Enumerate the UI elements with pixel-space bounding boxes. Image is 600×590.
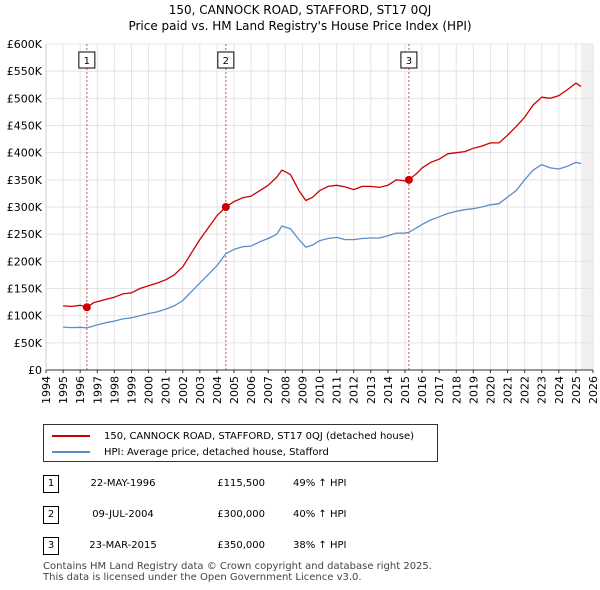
x-tick-label: 2011	[331, 376, 344, 404]
x-tick-label: 2025	[570, 376, 583, 404]
sale-date: 23-MAR-2015	[89, 540, 157, 551]
y-tick-label: £300K	[7, 201, 43, 214]
x-tick-label: 2017	[433, 376, 446, 404]
legend-line-hpi	[52, 451, 90, 453]
y-tick-label: £200K	[7, 255, 43, 268]
x-tick-label: 2000	[143, 376, 156, 404]
x-tick-label: 2003	[194, 376, 207, 404]
x-tick-label: 2018	[450, 376, 463, 404]
x-tick-label: 2007	[262, 376, 275, 404]
legend-line-property	[52, 435, 90, 437]
x-tick-label: 2012	[348, 376, 361, 404]
sale-number: 1	[43, 475, 59, 493]
chart-title-line1: 150, CANNOCK ROAD, STAFFORD, ST17 0QJ	[168, 3, 432, 17]
x-tick-label: 2023	[536, 376, 549, 404]
sale-hpi-change: 40% ↑ HPI	[293, 509, 347, 520]
x-tick-label: 2006	[245, 376, 258, 404]
sale-hpi-change: 38% ↑ HPI	[293, 540, 347, 551]
x-tick-label: 2014	[382, 376, 395, 404]
sale-row: 2 09-JUL-2004 £300,000 40% ↑ HPI	[43, 506, 403, 526]
y-tick-label: £350K	[7, 174, 43, 187]
x-tick-label: 2002	[177, 376, 190, 404]
x-tick-label: 2024	[553, 376, 566, 404]
series-line-property	[63, 82, 582, 308]
sale-date: 22-MAY-1996	[90, 478, 156, 489]
x-tick-label: 2016	[416, 376, 429, 404]
sale-hpi-change: 49% ↑ HPI	[293, 478, 347, 489]
x-tick-label: 1999	[125, 376, 138, 404]
sale-point	[82, 303, 91, 312]
series-line-hpi	[63, 161, 582, 329]
legend-item-hpi: HPI: Average price, detached house, Staf…	[52, 445, 329, 459]
x-tick-label: 1996	[74, 376, 87, 404]
x-tick-label: 2015	[399, 376, 412, 404]
y-tick-label: £150K	[7, 283, 43, 296]
x-tick-label: 2008	[279, 376, 292, 404]
sale-point	[404, 175, 413, 184]
x-tick-label: 1995	[57, 376, 70, 404]
sale-label-text: 1	[84, 56, 90, 67]
x-tick-label: 2013	[365, 376, 378, 404]
price-chart: 1 2 3 £0 £50K £100K £150K £200K £250K £300K £350K £…	[7, 38, 600, 404]
x-tick-label: 2005	[228, 376, 241, 404]
x-tick-label: 2001	[160, 376, 173, 404]
x-tick-label: 2010	[314, 376, 327, 404]
legend-label-hpi: HPI: Average price, detached house, Staf…	[104, 446, 329, 458]
y-tick-label: £50K	[14, 337, 43, 350]
sale-number: 2	[43, 506, 59, 524]
x-tick-label: 1998	[108, 376, 121, 404]
x-tick-label: 2020	[484, 376, 497, 404]
x-tick-label: 1997	[91, 376, 104, 404]
x-tick-label: 2004	[211, 376, 224, 404]
sale-label-text: 2	[223, 56, 229, 67]
x-tick-label: 2022	[519, 376, 532, 404]
x-tick-label: 2021	[502, 376, 515, 404]
footer-line-1: Contains HM Land Registry data © Crown c…	[43, 561, 432, 572]
sale-row: 1 22-MAY-1996 £115,500 49% ↑ HPI	[43, 475, 403, 495]
x-tick-label: 1994	[40, 376, 53, 404]
footer-attribution: Contains HM Land Registry data © Crown c…	[43, 561, 432, 583]
sale-number: 3	[43, 537, 59, 555]
sale-price: £350,000	[217, 540, 265, 551]
y-tick-label: £600K	[7, 38, 43, 51]
sale-date: 09-JUL-2004	[92, 509, 154, 520]
sale-price: £115,500	[217, 478, 265, 489]
legend-item-property: 150, CANNOCK ROAD, STAFFORD, ST17 0QJ (d…	[52, 429, 414, 443]
y-tick-label: £450K	[7, 120, 43, 133]
x-tick-label: 2009	[296, 376, 309, 404]
sale-label-box	[78, 51, 96, 69]
y-tick-label: £0	[28, 364, 42, 377]
legend-label-property: 150, CANNOCK ROAD, STAFFORD, ST17 0QJ (d…	[104, 430, 415, 442]
sale-price: £300,000	[217, 509, 265, 520]
sale-label-box	[400, 51, 418, 69]
sale-label-text: 3	[406, 56, 412, 67]
y-tick-label: £500K	[7, 92, 43, 105]
footer-line-2: This data is licensed under the Open Gov…	[43, 572, 362, 583]
sale-label-box	[217, 51, 235, 69]
sale-point	[221, 203, 230, 211]
x-tick-label: 2019	[467, 376, 480, 404]
y-tick-label: £100K	[7, 310, 43, 323]
x-tick-label: 2026	[587, 376, 600, 404]
y-tick-label: £400K	[7, 147, 43, 160]
y-tick-label: £550K	[7, 65, 43, 78]
y-tick-label: £250K	[7, 228, 43, 241]
sale-row: 3 23-MAR-2015 £350,000 38% ↑ HPI	[43, 537, 403, 557]
chart-title-line2: Price paid vs. HM Land Registry's House …	[128, 19, 472, 33]
chart-legend: 150, CANNOCK ROAD, STAFFORD, ST17 0QJ (d…	[43, 424, 438, 462]
